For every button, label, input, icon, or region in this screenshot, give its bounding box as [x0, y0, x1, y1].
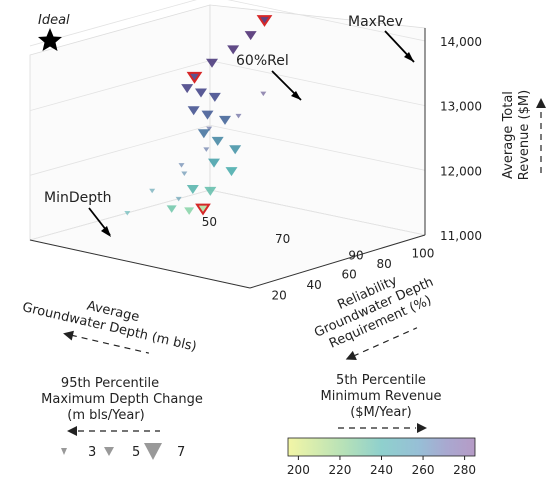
colorbar: 5th Percentile Minimum Revenue ($M/Year)…	[287, 373, 476, 477]
size-legend-label-7: 7	[177, 445, 185, 460]
svg-text:Revenue ($M): Revenue ($M)	[517, 90, 532, 180]
svg-text:Minimum Revenue: Minimum Revenue	[321, 389, 442, 404]
tick-labels: 50 70 90 100 80 60 40 20 11,000 12,000 13,000 14,00…	[202, 35, 482, 303]
data-point	[206, 126, 213, 132]
data-point	[206, 58, 218, 68]
data-point	[211, 136, 224, 146]
y-tick-label-80: 80	[377, 257, 392, 271]
gridline-z-back-1	[29, 124, 211, 176]
data-point	[260, 91, 267, 97]
z-tick-label-0: 11,000	[440, 229, 482, 243]
annotation-mindepth: MinDepth	[44, 190, 111, 237]
data-point	[184, 207, 195, 215]
data-point	[166, 205, 177, 213]
z-tick-label-1: 12,000	[440, 164, 482, 178]
svg-text:(m bls/Year): (m bls/Year)	[67, 408, 144, 423]
annotation-maxrev: MaxRev	[348, 14, 415, 63]
data-point	[175, 196, 182, 202]
axes-panes	[29, 4, 426, 289]
colorbar-direction-arrow	[338, 423, 427, 433]
z-axis-label: Average Total Revenue ($M)	[501, 90, 532, 180]
y-tick-label-60: 60	[342, 268, 357, 282]
svg-text:Average Total: Average Total	[501, 91, 516, 179]
y-tick-label-100: 100	[412, 246, 435, 260]
y-tick-label-40: 40	[307, 278, 322, 292]
svg-text:($M/Year): ($M/Year)	[350, 405, 412, 420]
data-point	[235, 113, 242, 119]
data-point	[124, 211, 131, 216]
highlight-point	[256, 15, 273, 27]
colorbar-ticks: 200 220 240 260 280	[287, 456, 476, 477]
colorbar-tick-label-4: 280	[453, 463, 476, 477]
gridline-z-side-2	[209, 60, 426, 107]
data-point	[197, 129, 210, 139]
x-tick-label-50: 50	[202, 215, 217, 229]
y-tick-label-20: 20	[272, 289, 287, 303]
highlight-point	[186, 71, 203, 84]
y-axis-label: Reliability Groundwater Depth Requiremen…	[312, 273, 436, 351]
data-point	[181, 171, 188, 176]
size-legend-direction-arrow	[67, 426, 160, 436]
data-point	[204, 186, 217, 196]
data-point	[149, 188, 156, 194]
x-axis-label: Average Groundwater Depth (m bls)	[21, 299, 198, 355]
data-point	[195, 88, 207, 98]
size-legend-marker-medium	[104, 447, 114, 456]
z-axis-direction-arrow	[536, 98, 546, 176]
svg-text:60%Rel: 60%Rel	[236, 53, 289, 69]
data-points	[124, 15, 273, 216]
size-legend-label-3: 3	[88, 445, 96, 460]
colorbar-tick-label-2: 240	[370, 463, 393, 477]
z-tick-label-2: 13,000	[440, 100, 482, 114]
data-point	[181, 84, 194, 94]
data-point	[203, 147, 210, 152]
y-axis-direction-arrow	[345, 327, 418, 360]
highlight-point	[195, 203, 211, 216]
gridline-z-side-0	[209, 189, 426, 236]
data-point	[244, 31, 257, 41]
svg-text:Maximum Depth Change: Maximum Depth Change	[41, 392, 203, 407]
svg-text:95th Percentile: 95th Percentile	[61, 376, 159, 391]
colorbar-tick-label-1: 220	[328, 463, 351, 477]
data-point	[178, 163, 185, 168]
annotation-60rel: 60%Rel	[236, 53, 302, 101]
size-legend-marker-large	[144, 443, 162, 460]
data-point	[187, 106, 200, 116]
svg-text:MaxRev: MaxRev	[348, 14, 403, 30]
axis-lines	[29, 28, 426, 289]
x-tick-label-70: 70	[275, 232, 290, 246]
y-axis-line	[249, 234, 426, 289]
ideal-label: Ideal	[38, 13, 70, 28]
data-point	[186, 184, 199, 194]
size-legend-marker-small	[61, 448, 67, 455]
colorbar-gradient	[287, 437, 476, 457]
gridline-z-side-3	[227, 0, 426, 42]
x-tick-label-90: 90	[348, 249, 363, 263]
data-point	[208, 92, 221, 102]
x-axis-line	[29, 239, 251, 289]
size-legend: 95th Percentile Maximum Depth Change (m …	[41, 376, 203, 460]
svg-text:5th Percentile: 5th Percentile	[336, 373, 426, 388]
x-axis-direction-arrow	[63, 330, 149, 354]
data-point	[201, 110, 214, 120]
data-point	[208, 158, 220, 168]
colorbar-tick-label-3: 260	[412, 463, 435, 477]
gridline-z-back-2	[29, 60, 211, 112]
data-point	[229, 145, 242, 155]
z-tick-label-3: 14,000	[440, 35, 482, 49]
colorbar-tick-label-0: 200	[287, 463, 310, 477]
data-point	[227, 45, 240, 55]
data-point	[225, 167, 238, 177]
data-point	[219, 115, 231, 125]
gridline-z-side-1	[209, 124, 426, 171]
size-legend-label-5: 5	[132, 445, 140, 460]
ideal-star-icon	[38, 28, 62, 51]
svg-text:MinDepth: MinDepth	[44, 190, 111, 206]
